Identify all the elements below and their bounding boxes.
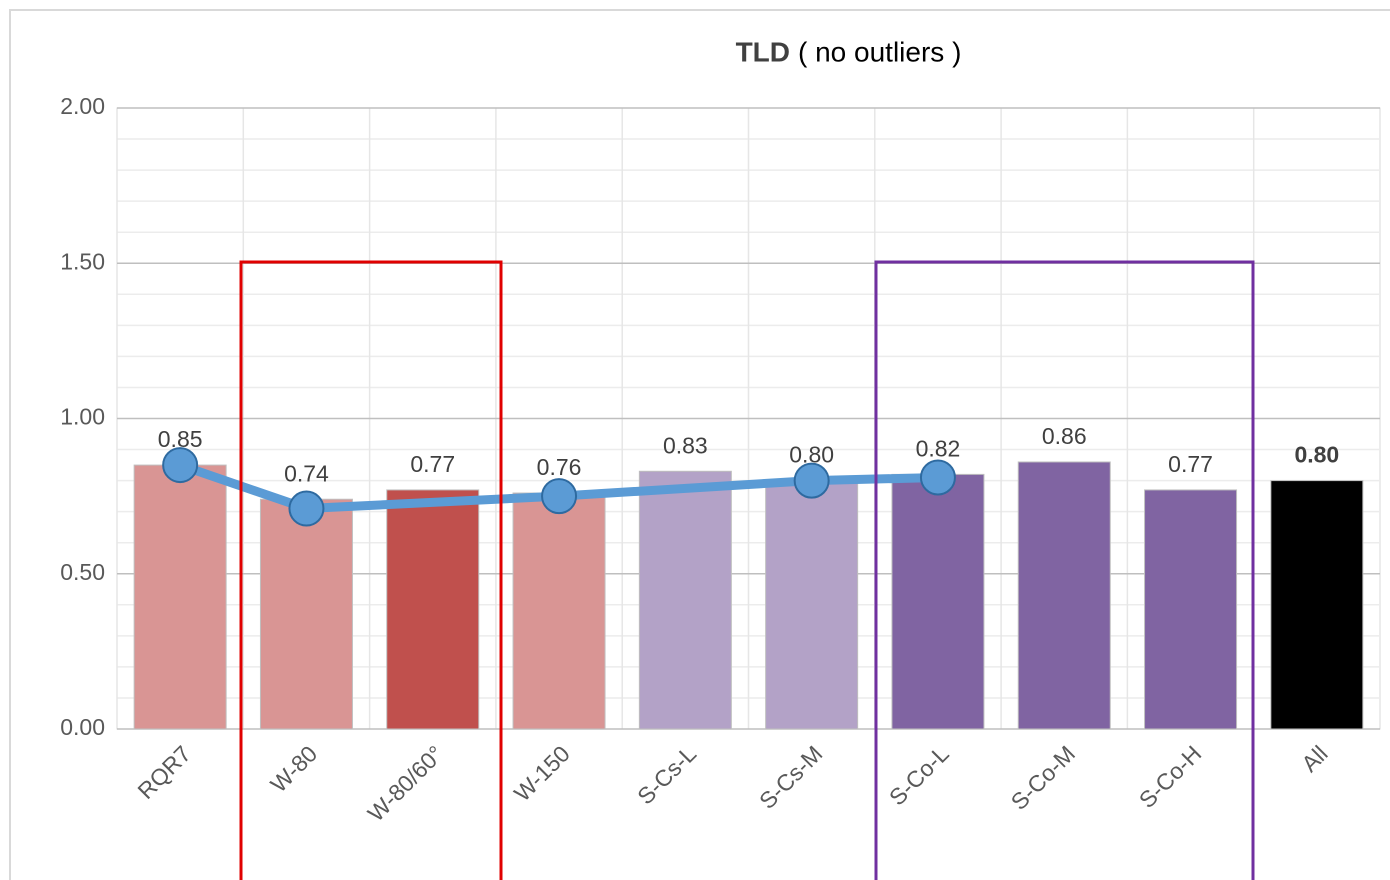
bar bbox=[638, 470, 732, 730]
bar bbox=[133, 464, 227, 730]
value-label: 0.80 bbox=[789, 442, 834, 468]
value-label: 0.85 bbox=[158, 426, 203, 452]
line-marker bbox=[162, 447, 199, 484]
value-label: 0.77 bbox=[1168, 451, 1213, 477]
value-label: 0.83 bbox=[663, 432, 708, 458]
value-label: 0.77 bbox=[410, 451, 455, 477]
y-tick-label: 1.50 bbox=[60, 248, 105, 274]
chart-title: ( no outliers ) bbox=[798, 36, 961, 67]
bar bbox=[765, 480, 859, 730]
line-marker bbox=[919, 459, 956, 496]
bar bbox=[512, 492, 606, 730]
bar bbox=[259, 498, 353, 730]
highlight-box-purple bbox=[874, 260, 1255, 880]
bars bbox=[133, 461, 1364, 730]
line-marker bbox=[793, 462, 830, 499]
line-layer bbox=[162, 447, 956, 527]
highlight-box-red bbox=[239, 260, 503, 880]
value-label: 0.80 bbox=[1294, 442, 1339, 468]
bar bbox=[1017, 461, 1111, 730]
value-label: 0.74 bbox=[284, 460, 329, 486]
y-tick-label: 0.50 bbox=[60, 559, 105, 585]
y-tick-label: 2.00 bbox=[60, 93, 105, 119]
y-tick-label: 0.00 bbox=[60, 714, 105, 740]
line-marker bbox=[541, 478, 578, 515]
bar bbox=[386, 489, 480, 730]
value-label: 0.86 bbox=[1042, 423, 1087, 449]
bar bbox=[1270, 480, 1364, 730]
y-tick-label: 1.00 bbox=[60, 404, 105, 430]
chart-title-bold: TLD bbox=[736, 36, 790, 67]
bar bbox=[891, 473, 985, 730]
line-marker bbox=[288, 490, 325, 527]
bar bbox=[1144, 489, 1238, 730]
value-label: 0.82 bbox=[916, 435, 961, 461]
value-label: 0.76 bbox=[537, 454, 582, 480]
